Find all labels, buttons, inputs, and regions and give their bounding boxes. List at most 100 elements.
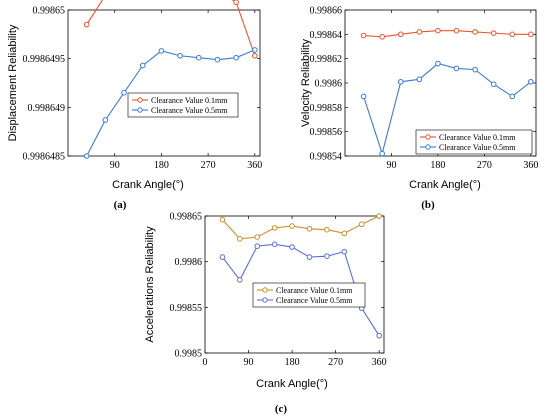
y-tick-label: 0.9986485 (23, 152, 66, 163)
data-point (289, 244, 295, 250)
legend-marker (262, 287, 268, 293)
x-tick-label: 360 (247, 160, 262, 171)
data-point (397, 31, 404, 38)
data-point (416, 29, 423, 35)
data-point (416, 76, 423, 83)
data-point (271, 225, 278, 231)
data-point (341, 248, 348, 255)
data-point (360, 32, 367, 39)
panel-label: (b) (421, 199, 435, 211)
y-tick-label: 0.99866 (310, 6, 343, 17)
series-line-2 (221, 243, 380, 336)
legend-marker (425, 134, 431, 140)
legend-label: Clearance Value 0.1mm (439, 133, 516, 142)
data-point (102, 117, 109, 123)
data-point (324, 226, 330, 233)
data-point (121, 89, 127, 96)
data-point (379, 150, 385, 157)
series-line-1 (222, 215, 380, 240)
chart-panel-1: 90 180 270 360 0.9986485 0.998649 0.9986495 0.9… (7, 0, 262, 211)
data-point (358, 221, 365, 228)
data-point (528, 31, 534, 38)
data-point (237, 236, 243, 242)
y-tick-label: 0.9986 (315, 79, 343, 90)
panel-label: (c) (275, 403, 288, 415)
data-point (376, 213, 382, 219)
x-tick-label: 90 (110, 160, 120, 171)
y-tick-label: 0.99865 (170, 212, 203, 223)
data-point (252, 52, 258, 59)
data-point (83, 153, 90, 159)
x-tick-label: 180 (154, 160, 169, 171)
plot-frame (204, 215, 385, 354)
y-tick-label: 0.998649 (28, 103, 66, 114)
data-point (490, 81, 497, 88)
y-tick-label: 0.99855 (170, 303, 203, 314)
data-point (341, 230, 348, 237)
data-point (379, 33, 385, 40)
data-point (158, 48, 165, 54)
data-point (453, 27, 460, 34)
data-point (289, 223, 295, 229)
data-point (376, 332, 382, 339)
chart-panel-2: 90 180 270 360 0.99854 0.99856 0.99858 0.9986 0.… (300, 6, 538, 212)
data-point (233, 54, 239, 61)
series-line-1 (86, 0, 256, 56)
data-point (306, 254, 313, 260)
y-tick-label: 0.99854 (310, 152, 343, 163)
legend-marker (137, 107, 143, 113)
data-point (435, 27, 441, 34)
data-point (214, 56, 221, 63)
y-tick-label: 0.9985 (175, 349, 203, 360)
x-tick-label: 360 (523, 160, 538, 171)
legend-box (252, 282, 366, 308)
data-point (254, 234, 261, 240)
data-point (472, 66, 478, 73)
data-point (509, 31, 516, 38)
legend-label: Clearance Value 0.1mm (276, 286, 353, 295)
y-tick-label: 0.99864 (310, 30, 343, 41)
y-tick-label: 0.99862 (310, 54, 343, 65)
data-point (397, 78, 404, 85)
data-point (139, 62, 146, 69)
data-point (435, 60, 441, 67)
series-line-1 (363, 30, 531, 38)
y-tick-label: 0.99856 (310, 127, 343, 138)
data-point (195, 54, 202, 61)
legend-box (415, 129, 533, 155)
legend-label: Clearance Value 0.5mm (439, 143, 516, 152)
x-tick-label: 180 (285, 357, 300, 368)
x-tick-label: 180 (430, 160, 445, 171)
data-point (509, 93, 516, 100)
data-point (324, 253, 330, 259)
x-tick-label: 270 (201, 160, 216, 171)
data-point (237, 277, 243, 283)
data-point (360, 93, 367, 100)
x-tick-label: 360 (372, 357, 387, 368)
legend-marker (262, 297, 268, 303)
y-tick-label: 0.99858 (310, 103, 343, 114)
data-point (83, 21, 90, 28)
legend-box (127, 92, 239, 118)
y-axis-label: Accelerations Reliability (144, 226, 156, 343)
legend-marker (425, 144, 431, 150)
y-tick-label: 0.9986495 (23, 54, 66, 65)
legend-label: Clearance Value 0.5mm (276, 296, 353, 305)
data-point (254, 243, 261, 249)
data-point (472, 29, 478, 35)
plot-frame (67, 9, 261, 157)
data-point (453, 65, 460, 72)
chart-panel-3: 0 90 180 270 360 0.9985 0.99855 0.9986 0.99865 Cr… (144, 212, 387, 416)
x-tick-label: 90 (244, 357, 254, 368)
x-tick-label: 90 (386, 160, 396, 171)
legend-label: Clearance Value 0.1mm (151, 96, 228, 105)
x-axis-label: Crank Angle(°) (409, 179, 481, 191)
x-tick-label: 270 (328, 357, 343, 368)
series-line-2 (86, 49, 256, 157)
data-point (490, 30, 497, 36)
data-point (233, 0, 239, 6)
x-tick-label: 270 (477, 160, 492, 171)
y-tick-label: 0.9986 (175, 257, 203, 268)
legend-marker (137, 97, 143, 103)
